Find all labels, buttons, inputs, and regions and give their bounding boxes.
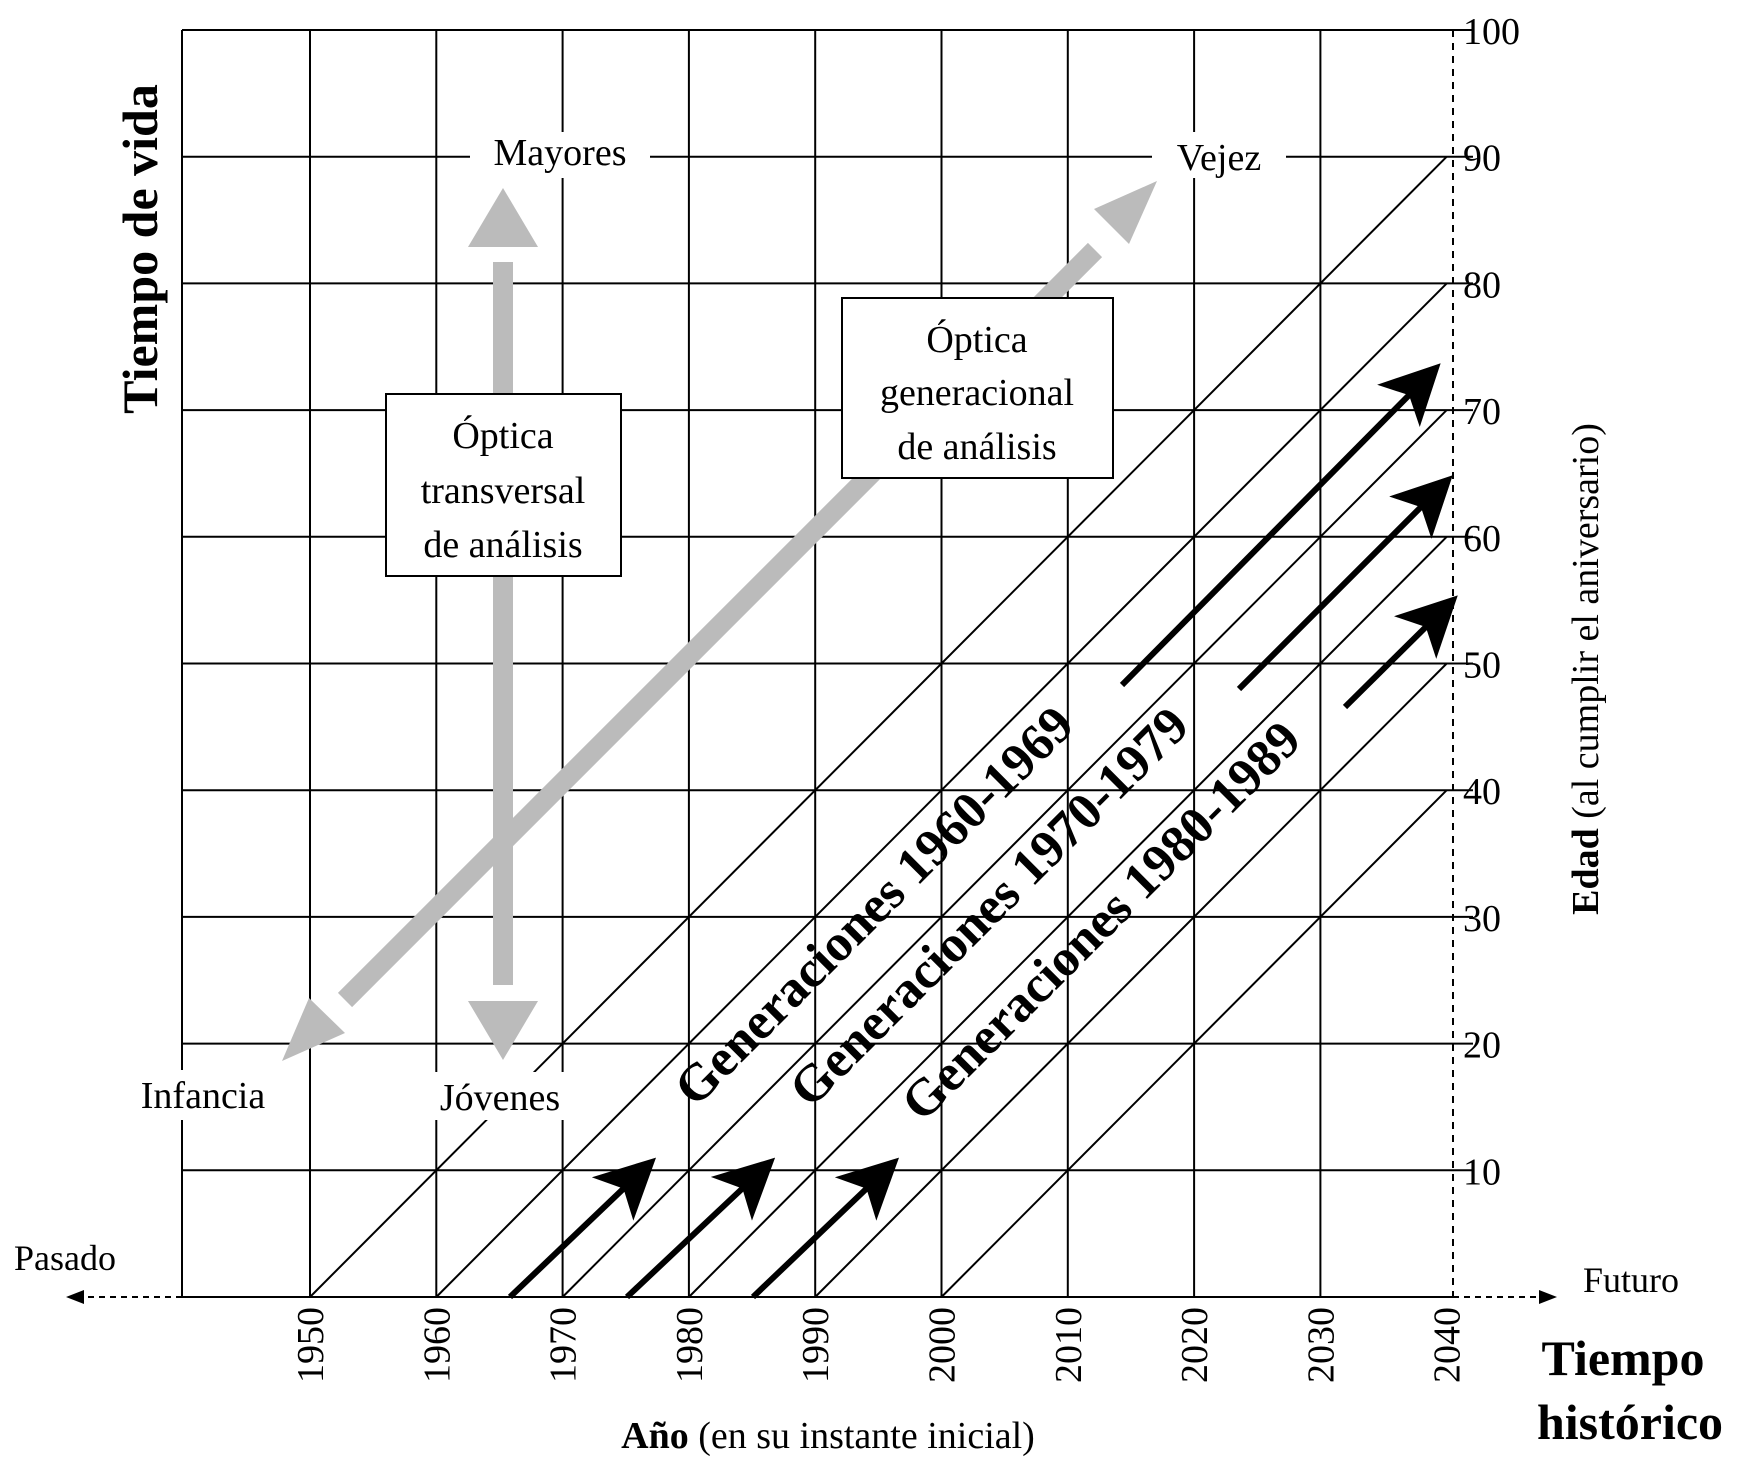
- diagonal-1990: [814, 662, 1448, 1298]
- generacional-box-line1: Óptica: [926, 319, 1027, 361]
- x-tick-labels: 1950 1960 1970 1980 1990 2000 2010 2020 2030 2040: [290, 1307, 1469, 1383]
- y-tick-labels: 10 20 30 40 50 60 70 80 90 100: [1463, 11, 1520, 1193]
- diagonal-1960: [435, 282, 1448, 1298]
- x-tick-2030: 2030: [1300, 1307, 1342, 1383]
- y-tick-40: 40: [1463, 771, 1501, 813]
- x-tick-2040: 2040: [1427, 1307, 1469, 1383]
- past-label: Pasado: [14, 1238, 116, 1278]
- transversal-gray-arrow: [468, 188, 538, 1060]
- transversal-box-line1: Óptica: [452, 415, 553, 457]
- generacional-box-line2: generacional: [880, 372, 1074, 414]
- transversal-box-line2: transversal: [421, 470, 586, 512]
- future-label: Futuro: [1583, 1260, 1679, 1300]
- diagonal-life-lines: [309, 155, 1448, 1298]
- generacional-box: Óptica generacional de análisis: [841, 297, 1114, 479]
- x-tick-1950: 1950: [290, 1307, 332, 1383]
- y-tick-90: 90: [1463, 138, 1501, 180]
- time-label-line2: histórico: [1537, 1394, 1723, 1450]
- diagonal-2000: [940, 789, 1448, 1298]
- generation-arrows: Generaciones 1960-1969 Generaciones 1970…: [507, 363, 1458, 1300]
- x-tick-2020: 2020: [1174, 1307, 1216, 1383]
- label-jovenes: Jóvenes: [440, 1077, 560, 1119]
- time-label-line1: Tiempo: [1542, 1330, 1705, 1386]
- y-tick-70: 70: [1463, 391, 1501, 433]
- y-tick-80: 80: [1463, 264, 1501, 306]
- diagonal-1980: [688, 536, 1448, 1298]
- x-tick-1970: 1970: [543, 1307, 585, 1383]
- transversal-box: Óptica transversal de análisis: [385, 393, 622, 577]
- label-mayores: Mayores: [494, 132, 627, 174]
- y-right-title: Edad (al cumplir el aniversario): [1565, 423, 1607, 915]
- y-tick-100: 100: [1463, 11, 1520, 53]
- x-axis-title: Año (en su instante inicial): [621, 1415, 1035, 1457]
- x-tick-2000: 2000: [922, 1307, 964, 1383]
- y-tick-60: 60: [1463, 518, 1501, 560]
- y-tick-20: 20: [1463, 1025, 1501, 1067]
- x-tick-1980: 1980: [669, 1307, 711, 1383]
- y-tick-10: 10: [1463, 1151, 1501, 1193]
- generacional-box-line3: de análisis: [897, 426, 1056, 468]
- x-tick-2010: 2010: [1048, 1307, 1090, 1383]
- x-tick-1960: 1960: [416, 1307, 458, 1383]
- y-left-title: Tiempo de vida: [112, 84, 168, 414]
- grid-lines: [181, 29, 1473, 1298]
- y-tick-50: 50: [1463, 645, 1501, 687]
- diagonal-1970: [561, 409, 1448, 1298]
- label-infancia: Infancia: [141, 1075, 266, 1117]
- transversal-box-line3: de análisis: [423, 524, 582, 566]
- y-tick-30: 30: [1463, 898, 1501, 940]
- label-vejez: Vejez: [1177, 137, 1261, 179]
- x-tick-1990: 1990: [795, 1307, 837, 1383]
